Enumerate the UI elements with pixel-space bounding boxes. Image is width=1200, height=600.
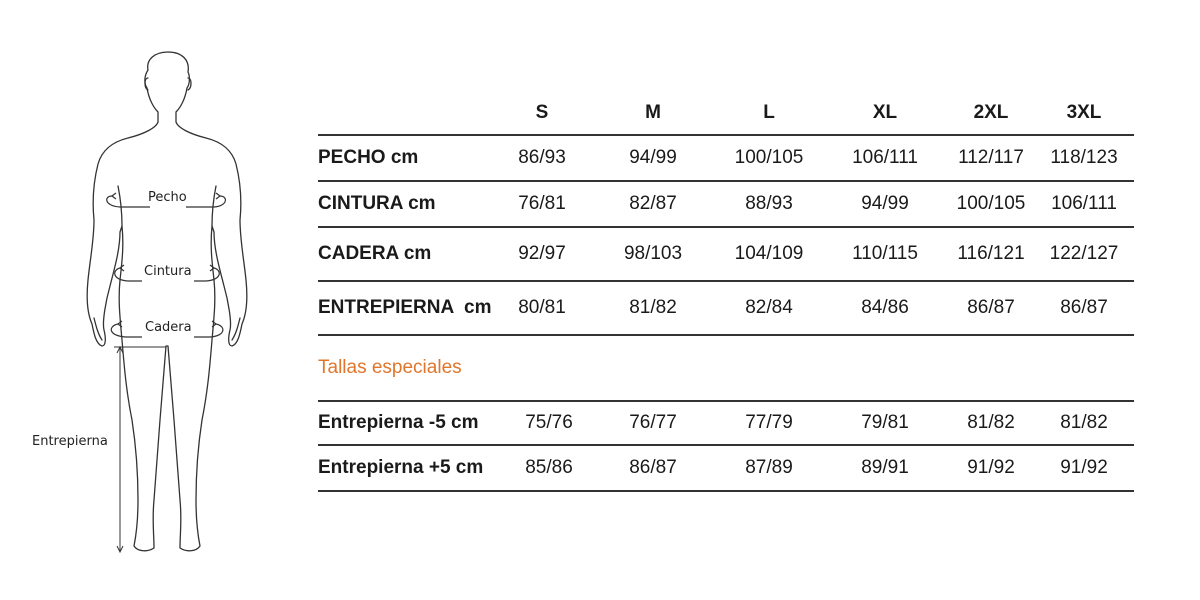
table-row-pecho: PECHO cm 86/93 94/99 100/105 106/111 112… — [318, 136, 1134, 182]
table-cell: 122/127 — [1049, 243, 1119, 264]
cintura-label: Cintura — [142, 264, 194, 279]
table-cell: 94/99 — [629, 147, 677, 168]
table-cell: 116/121 — [957, 243, 1025, 264]
table-row-cadera: CADERA cm 92/97 98/103 104/109 110/115 1… — [318, 228, 1134, 282]
table-cell: 88/93 — [745, 193, 793, 214]
table-cell: 75/76 — [525, 412, 573, 433]
table-cell: 112/117 — [958, 147, 1024, 168]
table-row-entrepierna-plus5: Entrepierna +5 cm 85/86 86/87 87/89 89/9… — [318, 446, 1134, 492]
table-cell: 98/103 — [623, 243, 683, 264]
table-cell: 100/105 — [956, 193, 1026, 214]
cadera-label: Cadera — [143, 320, 194, 335]
table-cell: 77/79 — [745, 412, 793, 433]
size-header-row: S M L XL 2XL 3XL — [318, 92, 1134, 136]
size-header-m: M — [645, 102, 661, 123]
table-cell: 118/123 — [1050, 147, 1118, 168]
table-cell: 94/99 — [861, 193, 909, 214]
table-cell: 89/91 — [861, 457, 909, 478]
row-label-entrepierna-minus5: Entrepierna -5 cm — [318, 412, 479, 433]
entrepierna-label: Entrepierna — [30, 434, 110, 449]
special-sizes-title: Tallas especiales — [318, 336, 1134, 402]
table-cell: 104/109 — [734, 243, 804, 264]
row-label-entrepierna: ENTREPIERNA cm — [318, 297, 492, 318]
table-cell: 76/81 — [518, 193, 566, 214]
table-cell: 87/89 — [745, 457, 793, 478]
table-cell: 106/111 — [1051, 193, 1117, 214]
table-row-cintura: CINTURA cm 76/81 82/87 88/93 94/99 100/1… — [318, 182, 1134, 228]
body-measurement-figure: Pecho Cintura Cadera Entrepierna — [0, 0, 300, 600]
size-header-2xl: 2XL — [973, 102, 1009, 123]
human-silhouette-icon — [86, 51, 248, 554]
table-cell: 86/87 — [1060, 297, 1108, 318]
row-label-entrepierna-plus5: Entrepierna +5 cm — [318, 457, 484, 478]
table-cell: 81/82 — [1060, 412, 1108, 433]
size-chart-table: S M L XL 2XL 3XL PECHO cm 86/93 94/99 10… — [318, 92, 1134, 492]
table-cell: 86/93 — [518, 147, 566, 168]
table-cell: 82/84 — [745, 297, 793, 318]
table-cell: 79/81 — [861, 412, 909, 433]
row-label-pecho: PECHO cm — [318, 147, 419, 168]
table-cell: 80/81 — [518, 297, 566, 318]
table-cell: 106/111 — [852, 147, 918, 168]
table-cell: 82/87 — [629, 193, 677, 214]
table-cell: 76/77 — [629, 412, 677, 433]
table-row-entrepierna-minus5: Entrepierna -5 cm 75/76 76/77 77/79 79/8… — [318, 402, 1134, 446]
row-label-cintura: CINTURA cm — [318, 193, 436, 214]
table-cell: 86/87 — [967, 297, 1015, 318]
size-header-3xl: 3XL — [1066, 102, 1102, 123]
table-cell: 85/86 — [525, 457, 573, 478]
pecho-label: Pecho — [146, 190, 189, 205]
table-cell: 100/105 — [734, 147, 804, 168]
table-row-entrepierna: ENTREPIERNA cm 80/81 81/82 82/84 84/86 8… — [318, 282, 1134, 336]
table-cell: 84/86 — [861, 297, 909, 318]
row-label-cadera: CADERA cm — [318, 243, 432, 264]
table-cell: 81/82 — [629, 297, 677, 318]
size-header-l: L — [763, 102, 775, 123]
size-header-xl: XL — [872, 102, 898, 123]
size-header-s: S — [535, 102, 549, 123]
table-cell: 91/92 — [967, 457, 1015, 478]
table-cell: 81/82 — [967, 412, 1015, 433]
table-cell: 110/115 — [852, 243, 918, 264]
table-cell: 86/87 — [629, 457, 677, 478]
table-cell: 91/92 — [1060, 457, 1108, 478]
table-cell: 92/97 — [518, 243, 566, 264]
